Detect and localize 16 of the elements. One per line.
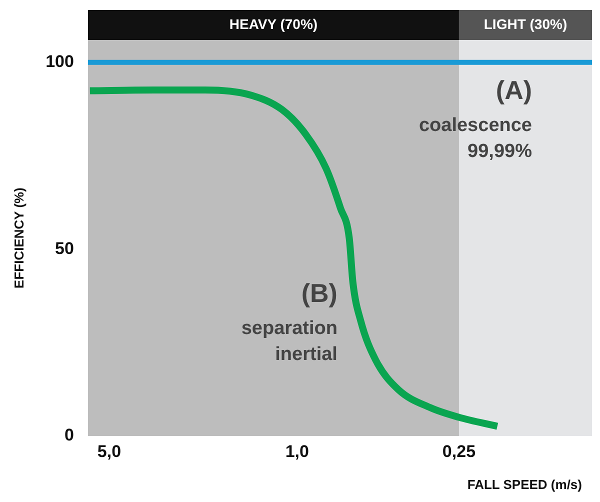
y-tick-label: 50	[55, 238, 74, 258]
annotation: coalescence	[418, 115, 532, 136]
annotation: (B)	[301, 278, 338, 308]
x-axis-title: FALL SPEED (m/s)	[467, 477, 582, 492]
x-tick-label: 5,0	[97, 442, 122, 461]
y-tick-label: 0	[64, 426, 74, 445]
annotation: separation	[241, 318, 338, 340]
annotation: 99,99%	[468, 141, 532, 162]
band-label: LIGHT (30%)	[484, 16, 568, 32]
annotation: (A)	[496, 75, 532, 106]
y-tick-label: 100	[46, 52, 74, 72]
annotation: inertial	[275, 344, 338, 366]
band-label: HEAVY (70%)	[229, 16, 318, 32]
y-axis-title: EFFICIENCY (%)	[11, 188, 26, 288]
x-tick-label: 0,25	[442, 442, 476, 461]
x-tick-label: 1,0	[285, 442, 309, 461]
